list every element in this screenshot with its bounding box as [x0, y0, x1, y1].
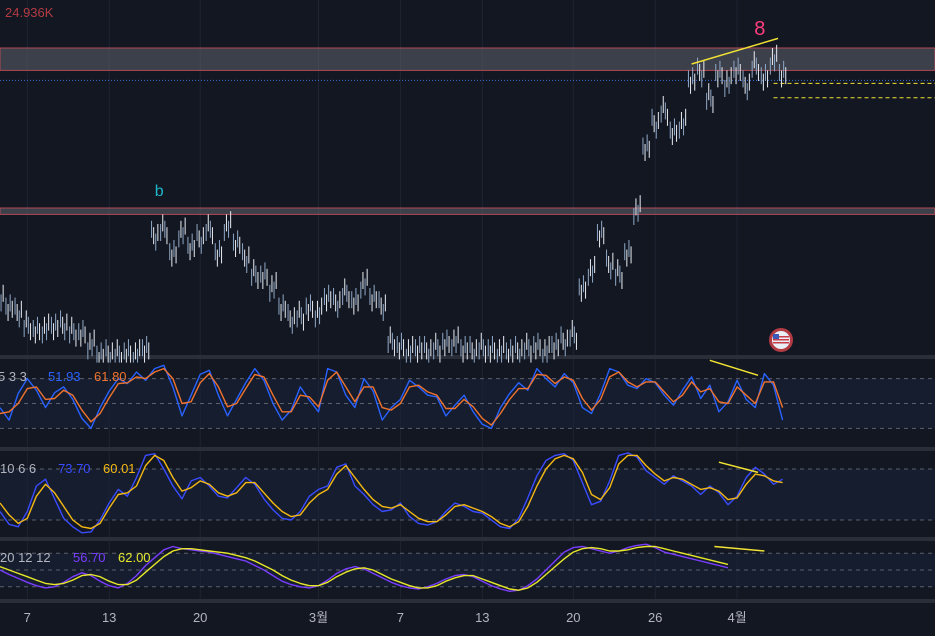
supply-zone[interactable] [0, 47, 935, 71]
us-flag-icon[interactable] [769, 328, 793, 352]
pane-headers: 24.936K 5 3 3 51.93 61.80 10 6 6 73.70 6… [0, 5, 151, 565]
pane-separator[interactable] [0, 599, 935, 603]
time-tick-label: 26 [648, 610, 662, 625]
stoch-5-3-3-pane[interactable] [0, 359, 935, 430]
time-tick-label: 7 [397, 610, 404, 625]
wave-label[interactable]: b [155, 183, 164, 200]
stoch-3-k-readout: 56.70 [73, 550, 106, 565]
pane-separator[interactable] [0, 537, 935, 541]
price-scale-label: 24.936K [5, 5, 54, 20]
stoch-2-label: 10 6 6 [0, 461, 36, 476]
time-tick-label: 13 [475, 610, 489, 625]
stoch-2-d-readout: 60.01 [103, 461, 136, 476]
divergence-trendline[interactable] [709, 359, 759, 376]
stoch-10-6-6-pane[interactable] [0, 452, 935, 534]
stoch-3-label: 20 12 12 [0, 550, 51, 565]
time-tick-label: 4월 [727, 610, 746, 625]
time-tick-label: 7 [24, 610, 31, 625]
divergence-trendline[interactable] [714, 545, 765, 552]
wave-label[interactable]: 8 [754, 18, 765, 40]
oscillator-band [0, 469, 935, 520]
stoch-2-k-readout: 73.70 [58, 461, 91, 476]
oscillator-series-d[interactable] [0, 454, 783, 530]
supply-zone[interactable] [0, 207, 935, 215]
time-tick-label: 3월 [309, 610, 328, 625]
pane-separator[interactable] [0, 447, 935, 451]
price-pane[interactable]: b8 [0, 18, 935, 363]
oscillator-series-d[interactable] [0, 367, 784, 426]
stoch-3-d-readout: 62.00 [118, 550, 151, 565]
stoch-1-label: 5 3 3 [0, 369, 27, 384]
price-trendline[interactable] [691, 37, 779, 65]
stoch-1-k-readout: 51.93 [48, 369, 81, 384]
time-tick-label: 20 [566, 610, 580, 625]
time-tick-label: 20 [193, 610, 207, 625]
stoch-20-12-12-pane[interactable] [0, 543, 935, 592]
oscillator-series-d[interactable] [0, 545, 729, 591]
stoch-1-d-readout: 61.80 [94, 369, 127, 384]
time-axis: 7 13 20 3월 7 13 20 26 4월 [24, 610, 747, 625]
divergence-trendline[interactable] [718, 461, 759, 474]
time-tick-label: 13 [102, 610, 116, 625]
oscillator-series-k[interactable] [0, 543, 729, 592]
